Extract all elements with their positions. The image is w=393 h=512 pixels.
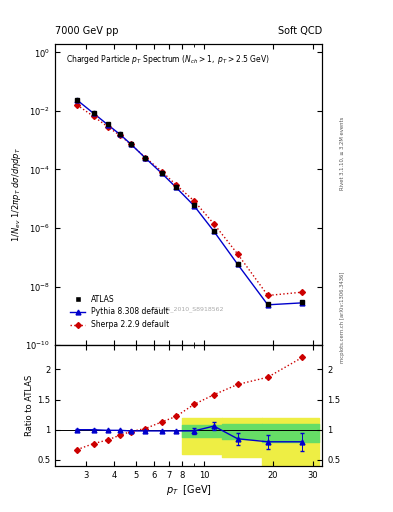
- Y-axis label: Ratio to ATLAS: Ratio to ATLAS: [25, 375, 34, 436]
- Text: Soft QCD: Soft QCD: [278, 26, 322, 36]
- Text: 7000 GeV pp: 7000 GeV pp: [55, 26, 119, 36]
- X-axis label: $p_T$  [GeV]: $p_T$ [GeV]: [166, 482, 211, 497]
- Y-axis label: $1/N_{ev}\ 1/2\pi p_T\ d\sigma/d\eta dp_T$: $1/N_{ev}\ 1/2\pi p_T\ d\sigma/d\eta dp_…: [10, 147, 23, 242]
- Text: Charged Particle $p_T$ Spectrum ($N_{ch} > 1,\ p_T > 2.5$ GeV): Charged Particle $p_T$ Spectrum ($N_{ch}…: [66, 53, 270, 66]
- Text: mcplots.cern.ch [arXiv:1306.3436]: mcplots.cern.ch [arXiv:1306.3436]: [340, 272, 345, 363]
- Legend: ATLAS, Pythia 8.308 default, Sherpa 2.2.9 default: ATLAS, Pythia 8.308 default, Sherpa 2.2.…: [67, 292, 173, 332]
- Text: Rivet 3.1.10, ≥ 3.2M events: Rivet 3.1.10, ≥ 3.2M events: [340, 117, 345, 190]
- Text: ATLAS_2010_S8918562: ATLAS_2010_S8918562: [152, 306, 225, 312]
